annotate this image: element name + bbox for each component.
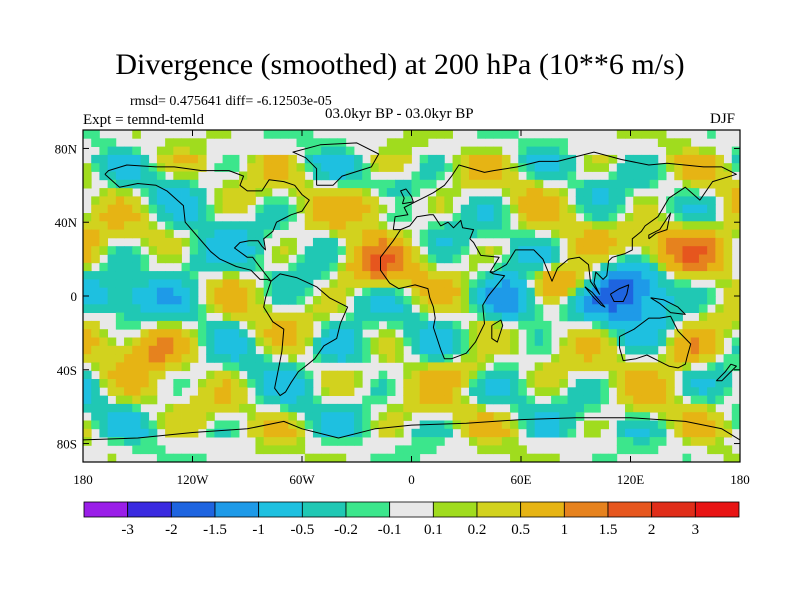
colorbar-box (214, 501, 260, 518)
colorbar-box (520, 501, 565, 518)
colorbar-label: 1 (561, 522, 569, 538)
y-tick-label: 40S (57, 363, 77, 378)
colorbar-label: 0.2 (468, 522, 487, 538)
colorbar-label: 1.5 (599, 522, 618, 538)
x-tick-label: 0 (408, 472, 415, 487)
stats-text: rmsd= 0.475641 diff= -6.12503e-05 (130, 94, 332, 109)
colorbar-label: -0.5 (290, 522, 314, 538)
colorbar-label: -0.2 (334, 522, 358, 538)
colorbar-box (476, 501, 522, 518)
coastlines (83, 142, 740, 441)
colorbar-label: -1 (252, 522, 265, 538)
colorbar-box (301, 501, 347, 518)
divergence-field (83, 130, 740, 462)
colorbar-label: -1.5 (203, 522, 227, 538)
experiment-label: Expt = temnd-temld (83, 112, 204, 128)
colorbar-label: -2 (165, 522, 178, 538)
colorbar-label: 2 (648, 522, 656, 538)
y-tick-label: 40N (55, 215, 78, 230)
colorbar-box (345, 501, 391, 518)
x-tick-label: 180 (730, 472, 750, 487)
coast-eurasia-africa (392, 151, 737, 295)
colorbar-label: 0.1 (424, 522, 443, 538)
colorbar-box (389, 501, 434, 518)
coast-north-america (104, 164, 310, 282)
colorbar: -3 -2 -1.5 -1 -0.5 -0.2 -0.1 0.1 0.2 0.5 1 1.5 2 3 (83, 501, 740, 538)
colorbar-box (83, 501, 129, 518)
map-title: Divergence (smoothed) at 200 hPa (10**6 … (115, 48, 685, 81)
coast-new-zealand (715, 363, 737, 382)
colorbar-box (170, 501, 216, 518)
colorbar-box (651, 501, 696, 518)
colorbar-box (258, 501, 303, 518)
coast-madagascar (491, 319, 504, 343)
coast-antarctica (83, 417, 740, 441)
colorbar-box (127, 501, 172, 518)
coast-sumatra (584, 286, 606, 308)
coast-australia (619, 315, 692, 369)
colorbar-label: 3 (692, 522, 700, 538)
x-tick-label: 60W (289, 472, 315, 487)
coast-japan (648, 212, 672, 240)
x-tick-label: 120E (617, 472, 645, 487)
coast-africa-south (380, 229, 506, 360)
colorbar-label: 0.5 (511, 522, 530, 538)
colorbar-label: -3 (121, 522, 134, 538)
coast-new-guinea (650, 297, 686, 315)
colorbar-box (432, 501, 478, 518)
map-axes: 180 120W 60W 0 60E 120E 180 80N 40N 0 40S 80S (55, 130, 750, 487)
coast-borneo (609, 284, 630, 302)
coast-greenland (292, 142, 380, 186)
colorbar-label: -0.1 (378, 522, 402, 538)
colorbar-box (607, 501, 653, 518)
x-tick-label: 120W (177, 472, 210, 487)
coast-south-america (263, 273, 349, 397)
colorbar-box (563, 501, 609, 518)
y-tick-label: 80S (57, 437, 77, 452)
coast-uk (400, 188, 414, 205)
y-tick-label: 80N (55, 141, 78, 156)
x-tick-label: 180 (73, 472, 93, 487)
colorbar-box (694, 501, 740, 518)
season-label: DJF (710, 111, 736, 127)
x-tick-label: 60E (511, 472, 532, 487)
period-text: 03.0kyr BP - 03.0kyr BP (325, 106, 474, 122)
y-tick-label: 0 (71, 289, 78, 304)
